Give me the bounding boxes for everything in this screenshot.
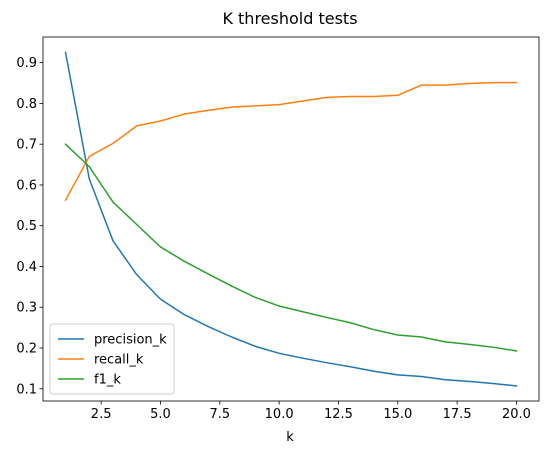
y-tick-label: 0.4 bbox=[16, 260, 37, 275]
legend-box bbox=[49, 323, 175, 395]
legend-label-precision_k: precision_k bbox=[94, 333, 167, 348]
y-tick-label: 0.2 bbox=[16, 342, 37, 357]
series-line-precision_k bbox=[64, 51, 518, 387]
y-tick-label: 0.9 bbox=[16, 56, 37, 71]
y-tick-label: 0.6 bbox=[16, 178, 37, 193]
y-tick-label: 0.8 bbox=[16, 97, 37, 112]
plot-frame bbox=[42, 36, 540, 402]
y-tick-label: 0.1 bbox=[16, 382, 37, 397]
y-tick-label: 0.3 bbox=[16, 301, 37, 316]
x-tick-label: 17.5 bbox=[443, 407, 472, 422]
series-line-recall_k bbox=[64, 81, 518, 202]
legend-label-f1_k: f1_k bbox=[94, 373, 121, 388]
legend: precision_k recall_k f1_k bbox=[49, 323, 175, 395]
x-tick-label: 5.0 bbox=[150, 407, 171, 422]
y-tick-label: 0.7 bbox=[16, 138, 37, 153]
legend-label-recall_k: recall_k bbox=[94, 353, 144, 368]
x-tick-label: 12.5 bbox=[324, 407, 353, 422]
x-tick-label: 10.0 bbox=[265, 407, 294, 422]
y-axis-ticks: 0.1 0.2 0.3 0.4 0.5 0.6 0.7 0.8 0.9 bbox=[16, 56, 43, 397]
chart-title: K threshold tests bbox=[222, 9, 357, 28]
x-tick-label: 20.0 bbox=[502, 407, 531, 422]
x-tick-label: 7.5 bbox=[209, 407, 230, 422]
series-lines bbox=[64, 51, 518, 387]
y-tick-label: 0.5 bbox=[16, 219, 37, 234]
x-tick-label: 15.0 bbox=[383, 407, 412, 422]
series-line-f1_k bbox=[64, 143, 518, 352]
x-axis-label: k bbox=[286, 430, 294, 445]
x-axis-ticks: 2.5 5.0 7.5 10.0 12.5 15.0 17.5 20.0 bbox=[91, 401, 531, 422]
x-tick-label: 2.5 bbox=[91, 407, 112, 422]
